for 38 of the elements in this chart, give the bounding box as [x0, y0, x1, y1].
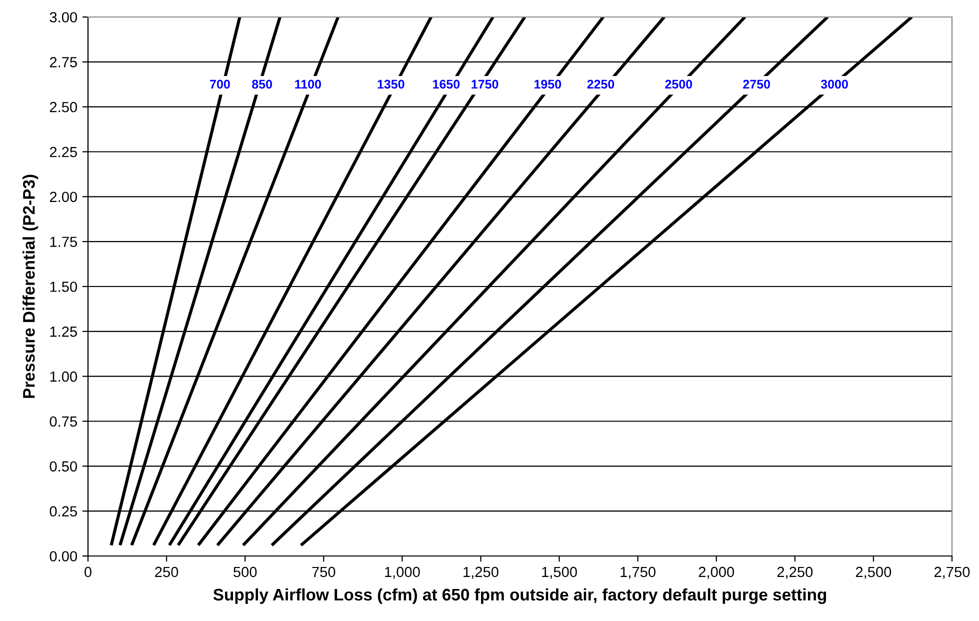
- y-tick-label: 1.25: [50, 326, 77, 337]
- annotation: 2750: [743, 80, 770, 89]
- y-tick-label: 3.00: [50, 12, 78, 22]
- annotation: 1100: [295, 80, 321, 89]
- annotation: 1750: [472, 80, 498, 89]
- y-tick-label: 2.75: [50, 57, 77, 68]
- x-tick-label: 1,250: [464, 566, 498, 579]
- annotation: 1950: [534, 80, 562, 89]
- annotation: 850: [252, 80, 272, 89]
- annotation: 2500: [665, 80, 692, 89]
- x-tick-label: 1,000: [385, 566, 420, 579]
- x-axis-title: Supply Airflow Loss (cfm) at 650 fpm outside air, factory default purge setting: [213, 588, 826, 604]
- y-tick-label: 1.00: [50, 371, 78, 382]
- y-axis-title: Pressure Differential (P2-P3): [22, 174, 38, 398]
- annotation: 1350: [378, 80, 404, 89]
- x-tick-label: 1,750: [620, 566, 656, 579]
- x-tick-label: 2,000: [698, 566, 734, 579]
- annotation: 700: [210, 80, 230, 89]
- x-tick-label: 1,500: [542, 566, 577, 579]
- x-tick-label: 0: [84, 566, 92, 578]
- y-tick-label: 0.75: [50, 416, 77, 427]
- x-tick-label: 2,500: [856, 566, 892, 579]
- annotation: 1650: [433, 80, 460, 89]
- x-tick-label: 750: [312, 566, 336, 578]
- y-tick-label: 2.50: [50, 102, 78, 112]
- annotation: 2250: [587, 80, 614, 89]
- x-tick-label: 2,250: [777, 566, 813, 579]
- y-tick-label: 0.25: [50, 506, 77, 517]
- x-tick-label: 2,750: [934, 566, 970, 579]
- y-tick-label: 2.00: [50, 192, 78, 202]
- y-tick-label: 0.00: [50, 551, 78, 562]
- y-tick-label: 1.75: [50, 236, 77, 248]
- y-tick-label: 1.50: [50, 282, 78, 292]
- y-tick-label: 0.50: [50, 461, 78, 472]
- x-tick-label: 500: [234, 566, 257, 578]
- x-tick-label: 250: [155, 566, 178, 578]
- y-tick-label: 2.25: [50, 146, 77, 158]
- annotation: 3000: [820, 80, 848, 89]
